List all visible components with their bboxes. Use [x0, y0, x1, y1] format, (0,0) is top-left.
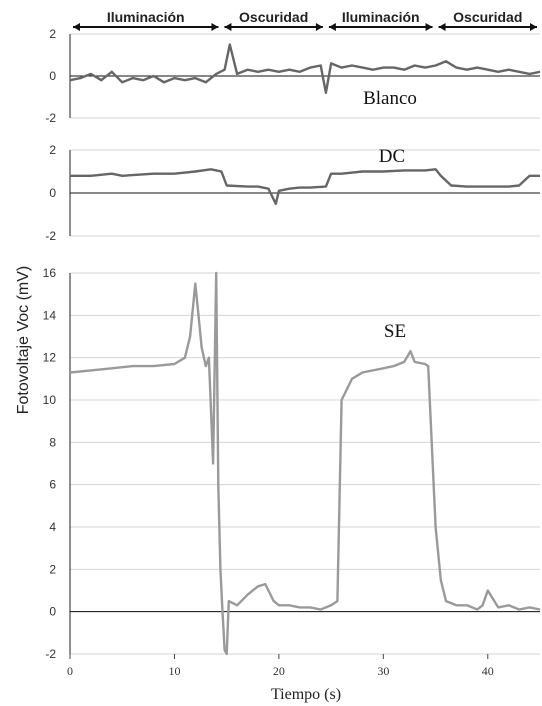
y-tick-label: 10 — [43, 393, 57, 407]
x-tick-label: 40 — [482, 664, 494, 678]
phase-label: Iluminación — [342, 9, 420, 25]
phase-label: Iluminación — [107, 9, 185, 25]
series-line-dc — [70, 168, 540, 206]
arrow-right-icon — [530, 23, 537, 31]
series-label-dc: DC — [379, 146, 405, 167]
panel-blanco: -2 0 2 Blanco — [45, 27, 541, 125]
arrow-right-icon — [315, 23, 323, 31]
y-tick-label: 14 — [43, 308, 57, 322]
y-tick-label: -2 — [45, 111, 56, 125]
phase-1: Iluminación — [73, 9, 219, 31]
x-tick-label: 10 — [168, 664, 180, 678]
phase-2: Oscuridad — [224, 9, 323, 31]
y-tick-label: 6 — [49, 478, 56, 492]
arrow-right-icon — [211, 23, 219, 31]
y-tick-label: 12 — [43, 351, 57, 365]
y-tick-label: 0 — [49, 186, 56, 200]
y-tick-label: -2 — [45, 229, 56, 243]
y-tick-label: 2 — [49, 143, 56, 157]
arrow-right-icon — [425, 23, 433, 31]
y-tick-label: 8 — [49, 435, 56, 449]
y-tick-label: 0 — [49, 69, 56, 83]
series-line-blanco — [69, 43, 541, 95]
panel-dc: -2 0 2 DC — [45, 143, 540, 243]
arrow-left-icon — [328, 23, 336, 31]
arrow-left-icon — [73, 23, 80, 31]
arrow-left-icon — [438, 23, 446, 31]
panel-se: -2 0 2 4 6 8 10 12 14 16 SE — [43, 266, 541, 661]
y-tick-label: 4 — [49, 520, 56, 534]
y-tick-label: 2 — [49, 27, 56, 41]
chart-panels: -2 0 2 Blanco -2 0 2 DC -2 0 2 4 6 8 10 12 14 16 SE — [43, 27, 541, 661]
x-tick-label: 0 — [67, 664, 73, 678]
y-tick-label: 2 — [49, 562, 56, 576]
series-label-blanco: Blanco — [363, 88, 417, 109]
x-axis-label: Tiempo (s) — [271, 686, 341, 703]
phase-label: Oscuridad — [453, 9, 522, 25]
y-tick-label: 0 — [49, 605, 56, 619]
series-line-se — [69, 271, 541, 656]
x-tick-label: 30 — [377, 664, 389, 678]
phase-3: Iluminación — [328, 9, 433, 31]
y-tick-label: -2 — [45, 647, 56, 661]
y-axis-label: Fotovoltaje Voc (mV) — [15, 266, 32, 415]
x-axis: 0 10 20 30 40 — [67, 654, 494, 678]
arrow-left-icon — [224, 23, 232, 31]
phase-bar: Iluminación Oscuridad Iluminación Oscuridad — [73, 9, 537, 31]
y-tick-label: 16 — [43, 266, 57, 280]
phase-4: Oscuridad — [438, 9, 537, 31]
x-tick-label: 20 — [273, 664, 285, 678]
series-label-se: SE — [384, 321, 406, 342]
phase-label: Oscuridad — [239, 9, 308, 25]
